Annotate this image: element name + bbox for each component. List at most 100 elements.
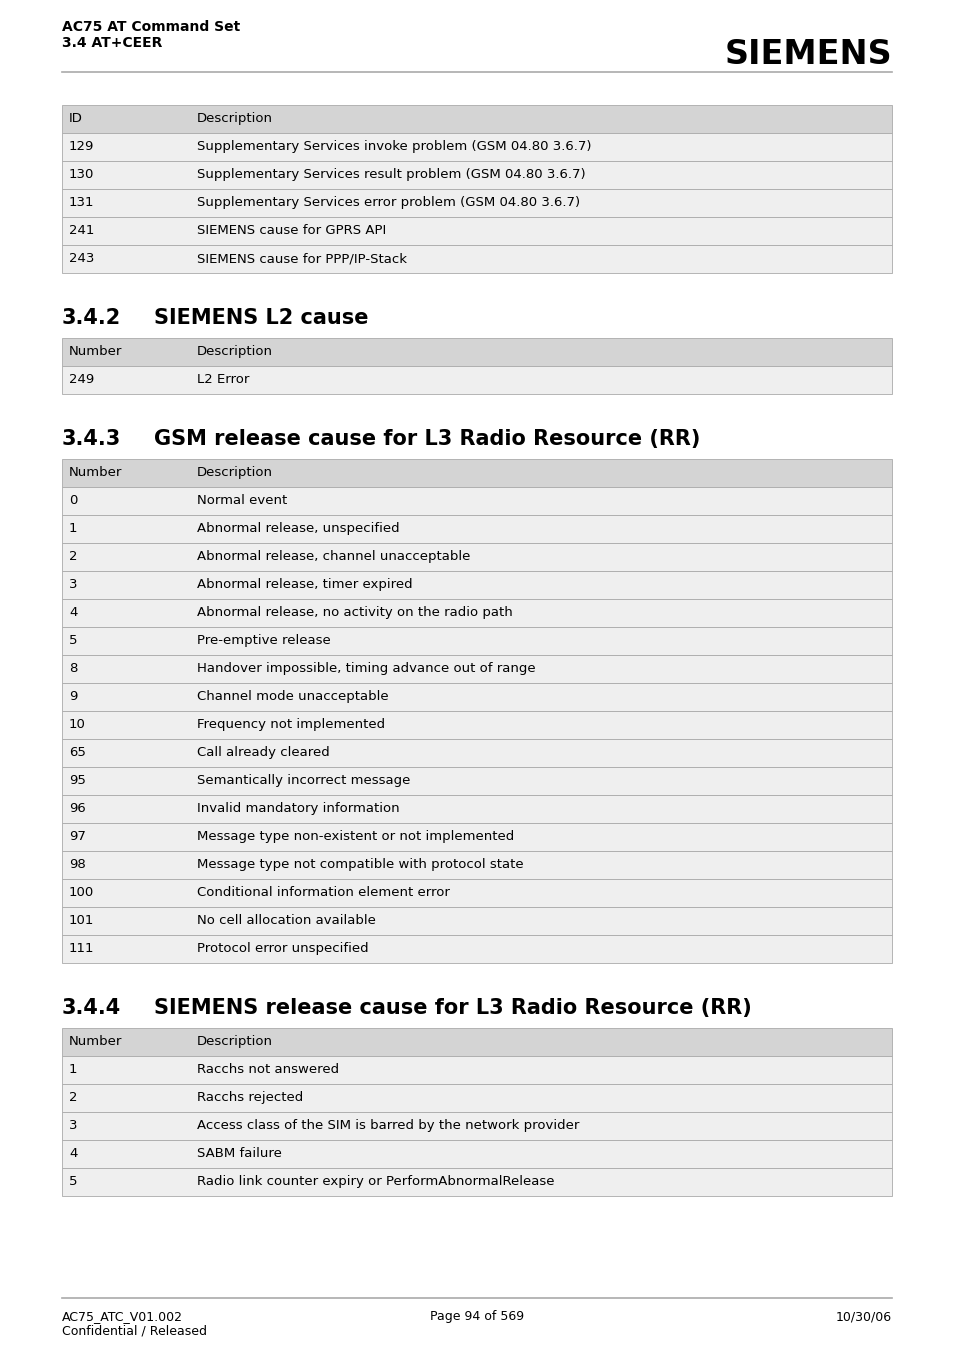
Bar <box>62 627 891 655</box>
Text: SIEMENS cause for GPRS API: SIEMENS cause for GPRS API <box>196 224 386 236</box>
Text: Description: Description <box>196 466 273 480</box>
Text: Abnormal release, unspecified: Abnormal release, unspecified <box>196 521 399 535</box>
Text: Number: Number <box>69 466 122 480</box>
Text: Number: Number <box>69 345 122 358</box>
Text: Call already cleared: Call already cleared <box>196 746 330 759</box>
Text: 1: 1 <box>69 521 77 535</box>
Text: 96: 96 <box>69 802 86 815</box>
Text: 249: 249 <box>69 373 94 386</box>
Bar <box>62 907 891 935</box>
Bar <box>62 823 891 851</box>
Text: Abnormal release, timer expired: Abnormal release, timer expired <box>196 578 413 590</box>
Text: 241: 241 <box>69 224 94 236</box>
Text: 3.4.2: 3.4.2 <box>62 308 121 328</box>
Bar <box>62 366 891 394</box>
Bar <box>62 1169 891 1196</box>
Bar <box>62 739 891 767</box>
Text: Abnormal release, channel unacceptable: Abnormal release, channel unacceptable <box>196 550 470 563</box>
Text: 10: 10 <box>69 717 86 731</box>
Bar <box>62 1056 891 1084</box>
Text: Abnormal release, no activity on the radio path: Abnormal release, no activity on the rad… <box>196 607 512 619</box>
Bar <box>62 245 891 273</box>
Text: 3.4 AT+CEER: 3.4 AT+CEER <box>62 36 162 50</box>
Text: AC75_ATC_V01.002: AC75_ATC_V01.002 <box>62 1310 183 1323</box>
Text: 10/30/06: 10/30/06 <box>835 1310 891 1323</box>
Text: SIEMENS cause for PPP/IP-Stack: SIEMENS cause for PPP/IP-Stack <box>196 253 407 265</box>
Bar <box>62 132 891 161</box>
Text: Access class of the SIM is barred by the network provider: Access class of the SIM is barred by the… <box>196 1119 578 1132</box>
Text: Semantically incorrect message: Semantically incorrect message <box>196 774 410 788</box>
Bar <box>62 515 891 543</box>
Text: AC75 AT Command Set: AC75 AT Command Set <box>62 20 240 34</box>
Text: 4: 4 <box>69 607 77 619</box>
Text: 0: 0 <box>69 494 77 507</box>
Text: SABM failure: SABM failure <box>196 1147 281 1161</box>
Bar <box>62 598 891 627</box>
Text: 98: 98 <box>69 858 86 871</box>
Text: ID: ID <box>69 112 83 126</box>
Text: SIEMENS: SIEMENS <box>723 38 891 72</box>
Text: 1: 1 <box>69 1063 77 1075</box>
Text: Conditional information element error: Conditional information element error <box>196 886 450 898</box>
Text: Radio link counter expiry or PerformAbnormalRelease: Radio link counter expiry or PerformAbno… <box>196 1175 554 1188</box>
Bar <box>62 794 891 823</box>
Bar <box>62 486 891 515</box>
Bar <box>62 935 891 963</box>
Text: SIEMENS L2 cause: SIEMENS L2 cause <box>153 308 368 328</box>
Bar <box>62 105 891 132</box>
Bar <box>62 218 891 245</box>
Text: Pre-emptive release: Pre-emptive release <box>196 634 331 647</box>
Text: 3.4.4: 3.4.4 <box>62 998 121 1019</box>
Text: 9: 9 <box>69 690 77 703</box>
Bar <box>62 684 891 711</box>
Text: Page 94 of 569: Page 94 of 569 <box>430 1310 523 1323</box>
Text: 2: 2 <box>69 550 77 563</box>
Text: Racchs rejected: Racchs rejected <box>196 1092 303 1104</box>
Bar <box>62 161 891 189</box>
Text: Supplementary Services invoke problem (GSM 04.80 3.6.7): Supplementary Services invoke problem (G… <box>196 141 591 153</box>
Text: 3.4.3: 3.4.3 <box>62 430 121 449</box>
Text: Confidential / Released: Confidential / Released <box>62 1325 207 1337</box>
Bar <box>62 459 891 486</box>
Text: 243: 243 <box>69 253 94 265</box>
Text: GSM release cause for L3 Radio Resource (RR): GSM release cause for L3 Radio Resource … <box>153 430 700 449</box>
Text: Racchs not answered: Racchs not answered <box>196 1063 338 1075</box>
Bar <box>62 1084 891 1112</box>
Text: Message type non-existent or not implemented: Message type non-existent or not impleme… <box>196 830 514 843</box>
Text: Normal event: Normal event <box>196 494 287 507</box>
Text: 97: 97 <box>69 830 86 843</box>
Text: 3: 3 <box>69 1119 77 1132</box>
Bar <box>62 338 891 366</box>
Text: 100: 100 <box>69 886 94 898</box>
Text: 101: 101 <box>69 915 94 927</box>
Text: 95: 95 <box>69 774 86 788</box>
Bar <box>62 1028 891 1056</box>
Bar <box>62 1112 891 1140</box>
Text: 2: 2 <box>69 1092 77 1104</box>
Text: Number: Number <box>69 1035 122 1048</box>
Text: 129: 129 <box>69 141 94 153</box>
Text: Invalid mandatory information: Invalid mandatory information <box>196 802 399 815</box>
Text: 3: 3 <box>69 578 77 590</box>
Text: 131: 131 <box>69 196 94 209</box>
Text: 5: 5 <box>69 1175 77 1188</box>
Bar <box>62 767 891 794</box>
Text: Protocol error unspecified: Protocol error unspecified <box>196 942 368 955</box>
Text: 5: 5 <box>69 634 77 647</box>
Text: Description: Description <box>196 112 273 126</box>
Text: No cell allocation available: No cell allocation available <box>196 915 375 927</box>
Bar <box>62 1140 891 1169</box>
Text: Frequency not implemented: Frequency not implemented <box>196 717 385 731</box>
Text: Description: Description <box>196 345 273 358</box>
Text: L2 Error: L2 Error <box>196 373 249 386</box>
Text: Description: Description <box>196 1035 273 1048</box>
Bar <box>62 189 891 218</box>
Bar <box>62 571 891 598</box>
Bar <box>62 880 891 907</box>
Text: 4: 4 <box>69 1147 77 1161</box>
Text: 130: 130 <box>69 168 94 181</box>
Bar <box>62 711 891 739</box>
Text: 111: 111 <box>69 942 94 955</box>
Bar <box>62 851 891 880</box>
Bar <box>62 543 891 571</box>
